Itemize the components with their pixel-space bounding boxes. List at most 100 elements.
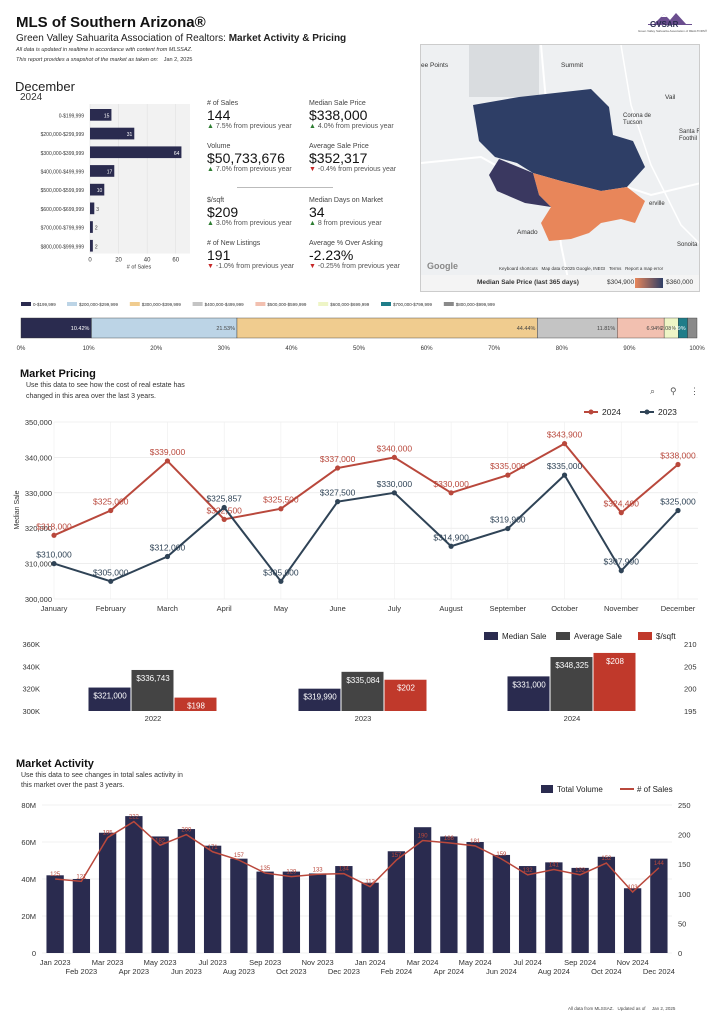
map-canvas[interactable] (421, 45, 700, 292)
x-tick-label: 20 (115, 258, 122, 264)
year-bar (341, 671, 384, 711)
kpi-label: Median Days on Market (309, 197, 383, 204)
y-tick-label-left: 360K (22, 640, 40, 649)
volume-bar (492, 854, 511, 953)
range-bar (90, 109, 112, 121)
sales-label: 112 (365, 880, 375, 886)
map-label-elgin: erville (649, 201, 665, 207)
map-region-north[interactable] (473, 89, 645, 191)
x-axis-label: # of Sales (127, 265, 152, 271)
y-tick-label-left: 40M (21, 875, 36, 884)
arrow-up-icon: ▲ (207, 166, 216, 173)
data-label: $325,000 (660, 497, 696, 507)
sales-label: 132 (523, 868, 534, 874)
data-point (618, 510, 624, 516)
price-map[interactable]: ee Points Summit Vail Corona de Tucson S… (420, 44, 700, 292)
x-tick-label: 0 (88, 258, 92, 264)
category-label: $700,000-$799,999 (41, 226, 85, 232)
data-point (675, 461, 681, 468)
kpi-value: $338,000 (309, 107, 368, 123)
x-tick-label: 2022 (145, 714, 162, 723)
data-label: $310,000 (36, 550, 72, 560)
data-point (675, 507, 681, 514)
category-label: $800,000-$999,999 (41, 244, 85, 250)
sales-label: 186 (444, 836, 455, 842)
kpi-card: # of Sales 144 ▲ 7.5% from previous year (207, 100, 292, 130)
data-label: $314,900 (433, 532, 469, 542)
x-tick-label: 60 (172, 258, 179, 264)
legend-label: 2023 (658, 407, 677, 417)
kpi-card: Average Sale Price $352,317 ▼ -0.4% from p… (309, 143, 396, 173)
y-tick-label: 340,000 (25, 453, 52, 462)
volume-bar (203, 845, 222, 953)
x-tick-label: May 2024 (459, 958, 492, 967)
data-point (164, 553, 171, 560)
volume-bar (597, 856, 616, 953)
footer-source: All data from MLSSAZ. (568, 1006, 614, 1011)
data-point (221, 516, 227, 522)
segment-label: 1.39% (670, 326, 686, 332)
kpi-divider (237, 187, 333, 188)
x-tick-label: Nov 2023 (302, 958, 334, 967)
map-region-south[interactable] (533, 173, 645, 241)
map-terms-link[interactable]: Terms (609, 266, 622, 271)
sales-label: 157 (234, 853, 245, 859)
sales-label: 171 (208, 845, 219, 851)
sales-label: 181 (470, 839, 481, 845)
pricing-title: Market Pricing (20, 368, 96, 380)
price-range-chart: 0 20 40 60 # of Sales 0-$199,999 15 $200,000-$2… (41, 104, 190, 271)
x-tick-label: October (551, 604, 578, 613)
series-line (53, 473, 679, 583)
kpi-value: $50,733,676 (207, 150, 285, 166)
map-label-points: ee Points (421, 62, 449, 69)
data-label: $307,990 (604, 557, 640, 567)
data-label: $318,000 (36, 521, 72, 531)
range-bar (90, 146, 182, 159)
range-bar (90, 165, 115, 177)
map-label-santa-rita: Santa R Foothil (679, 129, 700, 142)
y-tick-label: 310,000 (25, 560, 52, 569)
volume-bar (545, 862, 563, 953)
y-tick-label-left: 320K (22, 685, 40, 694)
map-region-west[interactable] (489, 159, 551, 207)
sales-label: 190 (418, 834, 429, 840)
x-tick-label: Aug 2024 (538, 967, 570, 976)
kpi-value: 144 (207, 107, 231, 123)
search-icon[interactable]: ⌕ (650, 386, 656, 396)
period-year: 2024 (20, 92, 43, 103)
legend-label: $200,000-$299,999 (79, 302, 119, 307)
more-options-icon[interactable]: ⋮ (690, 386, 699, 396)
report-title: MLS of Southern Arizona® (16, 14, 206, 31)
map-report-link[interactable]: Report a map error (625, 266, 664, 271)
x-tick-label: August (439, 604, 463, 613)
x-tick-label: Apr 2023 (119, 967, 149, 976)
volume-bar (335, 866, 353, 953)
volume-bar (308, 873, 327, 953)
bar-value-label: $198 (187, 702, 205, 711)
kpi-card: $/sqft $209 ▲ 3.0% from previous year (207, 197, 292, 227)
x-tick-label: March (157, 604, 178, 613)
map-shortcuts-link[interactable]: Keyboard shortcuts (499, 266, 538, 271)
sales-label: 222 (129, 815, 140, 821)
map-legend-min: $304,900 (607, 279, 635, 286)
kpi-change: ▲ 4.0% from previous year (309, 123, 394, 130)
year-bar (507, 676, 550, 711)
x-tick-label: Jan 2024 (355, 958, 386, 967)
y-tick-label-left: 0 (32, 949, 36, 958)
arrow-down-icon: ▼ (207, 263, 216, 270)
arrow-up-icon: ▲ (207, 220, 216, 227)
arrow-up-icon: ▲ (309, 220, 318, 227)
x-tick-label: Jun 2023 (171, 967, 202, 976)
legend-swatch (67, 302, 77, 306)
footer-updated-label: Updated as of (617, 1006, 646, 1011)
x-tick-label: 90% (623, 346, 636, 352)
x-tick-label: Mar 2023 (92, 958, 124, 967)
legend-marker (644, 409, 650, 415)
filter-icon[interactable]: ⚲ (670, 386, 677, 396)
bar-value-label: $335,084 (346, 676, 380, 685)
x-tick-label: 0% (17, 346, 26, 352)
y-tick-label-left: 80M (21, 801, 36, 810)
snapshot-label: This report provides a snapshot of the m… (16, 57, 159, 63)
sales-label: 132 (575, 868, 586, 874)
data-label: $319,900 (490, 515, 526, 525)
